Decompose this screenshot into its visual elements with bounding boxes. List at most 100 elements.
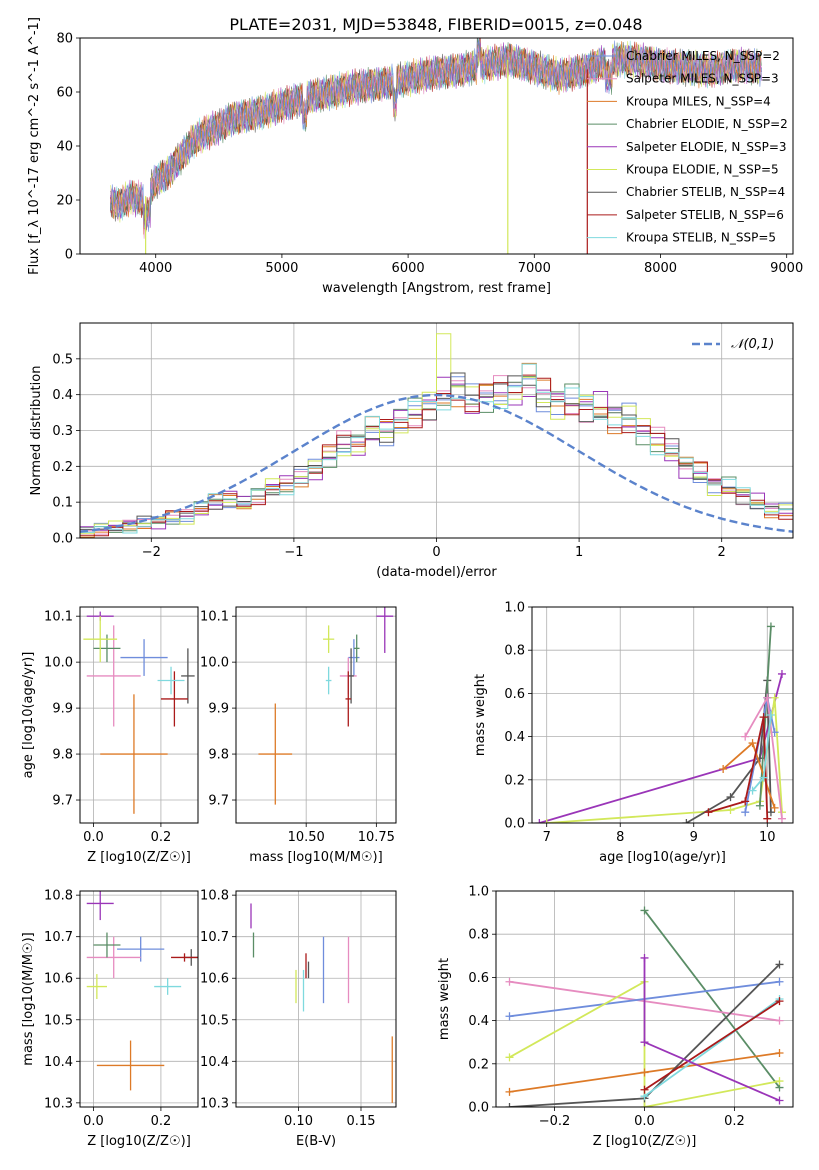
weight-marker-kroupa-stelib xyxy=(766,711,775,719)
y-tick-label: 9.7 xyxy=(208,794,229,809)
plot-area xyxy=(110,38,762,254)
y-tick-label: 10.1 xyxy=(44,610,73,625)
plot-area xyxy=(505,906,784,1107)
weight-marker-chabrier-stelib xyxy=(505,1103,514,1107)
x-tick-label: −0.2 xyxy=(539,1114,571,1129)
panel-age-vs-mass: 10.50 10.75 9.7 9.8 9.9 10.0 10.1 mass [log10(M… xyxy=(200,606,397,865)
y-tick-label: 1.0 xyxy=(468,885,489,900)
weight-marker-kroupa-stelib xyxy=(759,773,768,782)
weight-marker-kroupa-elodie xyxy=(640,1103,649,1107)
page-title: PLATE=2031, MJD=53848, FIBERID=0015, z=0… xyxy=(229,15,642,34)
x-tick-label: 8 xyxy=(616,830,624,845)
x-tick-label: 0.0 xyxy=(83,830,104,845)
plot-area xyxy=(250,903,393,1103)
weight-marker-kroupa-miles xyxy=(640,1068,649,1077)
x-tick-label: 1 xyxy=(575,545,583,560)
y-tick-label: 10.0 xyxy=(200,656,229,671)
x-tick-label: 7 xyxy=(543,830,551,845)
legend-label-salpeter-stelib: Salpeter STELIB, N_SSP=6 xyxy=(626,208,784,222)
x-axis-label: Z [log10(Z/Z☉)] xyxy=(593,1134,697,1149)
weight-marker-chabrier-miles xyxy=(775,977,784,986)
weight-marker-kroupa-miles xyxy=(770,803,779,812)
weight-marker-salpeter-elodie xyxy=(640,1038,649,1047)
weight-marker-kroupa-stelib xyxy=(748,786,757,795)
x-axis-label: Z [log10(Z/Z☉)] xyxy=(87,1134,191,1149)
plot-area xyxy=(83,611,195,814)
y-axis-label: mass weight xyxy=(473,674,488,756)
histogram-chabrier-stelib xyxy=(80,372,793,532)
y-tick-label: 10.4 xyxy=(44,1055,73,1070)
weight-marker-salpeter-stelib xyxy=(640,1085,649,1094)
x-tick-label: 0.15 xyxy=(347,1114,376,1129)
y-tick-label: 0.2 xyxy=(52,460,73,475)
x-tick-label: 5000 xyxy=(265,261,298,276)
legend-label-kroupa-miles: Kroupa MILES, N_SSP=4 xyxy=(626,94,771,108)
weight-marker-chabrier-miles xyxy=(741,808,750,817)
legend-label-kroupa-elodie: Kroupa ELODIE, N_SSP=5 xyxy=(626,163,779,177)
axes-frame xyxy=(79,37,794,255)
x-tick-label: 0.2 xyxy=(724,1114,745,1129)
weight-marker-salpeter-miles xyxy=(741,732,750,741)
x-tick-label: 0 xyxy=(432,545,440,560)
weight-marker-chabrier-miles xyxy=(505,1012,514,1021)
weight-marker-salpeter-elodie xyxy=(777,669,786,678)
y-tick-label: 10.6 xyxy=(200,972,229,987)
plot-area xyxy=(535,622,786,823)
histogram-chabrier-miles xyxy=(80,376,793,532)
weight-marker-chabrier-stelib xyxy=(775,960,784,969)
panel-mass-weight-vs-age: 7 8 9 10 0.0 0.2 0.4 0.6 0.8 1.0 age [log10(age/yr… xyxy=(473,601,794,865)
y-tick-label: 10.3 xyxy=(200,1096,229,1111)
panel-mass-vs-extinction: 0.10 0.15 10.3 10.4 10.5 10.6 10.7 10.8 E(B-V) xyxy=(200,889,397,1149)
weight-marker-salpeter-stelib xyxy=(775,997,784,1006)
x-tick-label: −2 xyxy=(142,545,161,560)
x-tick-label: −1 xyxy=(284,545,303,560)
y-tick-label: 0.2 xyxy=(468,1057,489,1072)
y-tick-label: 0.5 xyxy=(52,352,73,367)
y-tick-label: 0.4 xyxy=(468,1014,489,1029)
x-tick-label: 10 xyxy=(759,830,776,845)
weight-marker-chabrier-elodie xyxy=(755,801,764,810)
x-tick-label: 9000 xyxy=(770,261,803,276)
x-axis-label: (data-model)/error xyxy=(376,565,497,580)
panel-age-vs-metallicity: 0.0 0.2 9.7 9.8 9.9 10.0 10.1 Z [log10(Z/Z☉)] ag… xyxy=(21,606,199,865)
y-tick-label: 0.2 xyxy=(504,773,525,788)
weight-marker-kroupa-elodie xyxy=(770,693,779,702)
weight-marker-kroupa-miles xyxy=(748,739,757,748)
weight-marker-salpeter-stelib xyxy=(763,814,772,823)
weight-marker-kroupa-elodie xyxy=(505,1053,514,1062)
x-tick-label: 0.10 xyxy=(284,1114,313,1129)
weight-marker-kroupa-miles xyxy=(505,1087,514,1096)
y-tick-label: 9.8 xyxy=(52,748,73,763)
y-tick-label: 80 xyxy=(56,32,73,47)
plot-area xyxy=(86,891,198,1091)
y-tick-label: 0.1 xyxy=(52,496,73,511)
y-tick-label: 9.9 xyxy=(52,702,73,717)
y-axis-label: age [log10(age/yr)] xyxy=(21,652,36,779)
axes-frame xyxy=(79,890,199,1108)
legend-label-kroupa-stelib: Kroupa STELIB, N_SSP=5 xyxy=(626,231,776,245)
y-tick-label: 1.0 xyxy=(504,601,525,616)
axes-frame xyxy=(531,606,794,824)
panel-spectrum: 4000 5000 6000 7000 8000 9000 0 20 40 60 80 wavelen… xyxy=(27,17,803,296)
y-tick-label: 10.5 xyxy=(44,1013,73,1028)
weight-line-salpeter-stelib xyxy=(708,717,769,819)
axes-frame xyxy=(79,322,794,539)
x-axis-label: age [log10(age/yr)] xyxy=(599,850,726,865)
weight-marker-kroupa-elodie xyxy=(775,1077,784,1086)
weight-line-chabrier-elodie xyxy=(643,909,781,1089)
legend-label-salpeter-elodie: Salpeter ELODIE, N_SSP=3 xyxy=(626,140,787,154)
y-tick-label: 9.9 xyxy=(208,702,229,717)
axes-frame xyxy=(495,890,794,1108)
y-tick-label: 0.8 xyxy=(504,644,525,659)
y-axis-label: mass weight xyxy=(437,958,452,1040)
y-tick-label: 10.7 xyxy=(44,930,73,945)
histogram-salpeter-stelib xyxy=(80,374,793,537)
y-tick-label: 10.4 xyxy=(200,1055,229,1070)
legend-label-chabrier-miles: Chabrier MILES, N_SSP=2 xyxy=(626,49,780,63)
x-tick-label: 0.2 xyxy=(151,1114,172,1129)
y-axis-label: mass [log10(M/M☉)] xyxy=(21,932,36,1065)
y-tick-label: 9.7 xyxy=(52,794,73,809)
weight-marker-kroupa-elodie xyxy=(726,806,735,815)
x-tick-label: 7000 xyxy=(518,261,551,276)
weight-marker-chabrier-elodie xyxy=(640,906,649,915)
